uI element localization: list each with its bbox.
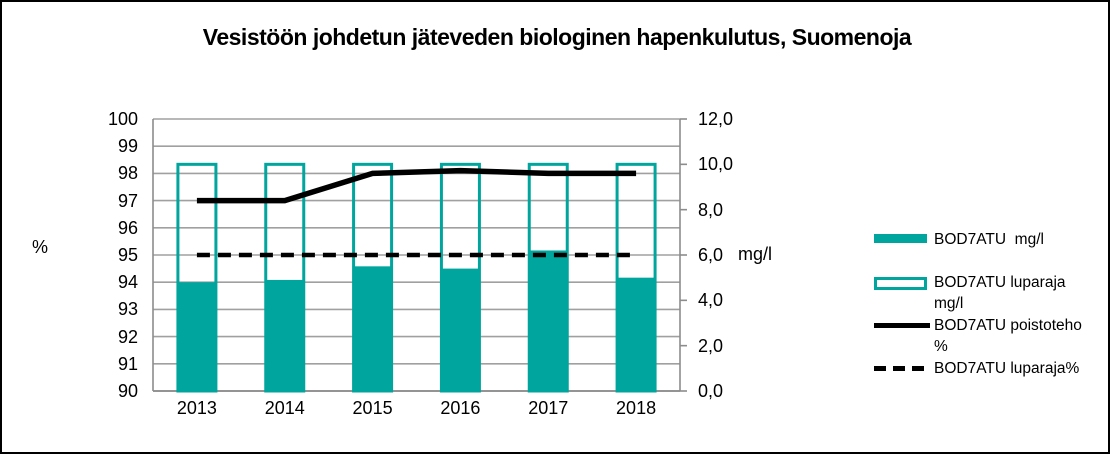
legend-item: BOD7ATU luparaja%: [874, 358, 1099, 379]
legend-item: BOD7ATU mg/l: [874, 229, 1099, 250]
chart-title: Vesistöön johdetun jäteveden biologinen …: [202, 24, 912, 50]
right-axis-tick-label: 12,0: [698, 109, 734, 129]
right-axis-tick-label: 10,0: [698, 154, 734, 175]
legend-swatch-dashed-line: [874, 366, 930, 371]
x-axis-tick-label: 2013: [176, 398, 217, 418]
value-bar: [617, 277, 656, 391]
legend-label: BOD7ATU luparaja%: [934, 360, 1080, 377]
value-bar: [529, 250, 568, 391]
x-axis-tick-label: 2015: [352, 398, 393, 418]
legend-swatch-cell: [874, 315, 934, 328]
x-axis-tick-label: 2014: [264, 398, 305, 418]
left-axis-tick-label: 97: [117, 190, 138, 211]
right-axis-tick-label: 6,0: [698, 245, 724, 265]
left-axis-tick-label: 94: [117, 272, 138, 293]
left-axis-tick-label: 92: [117, 326, 138, 347]
legend-swatch-bar: [874, 234, 927, 243]
legend-swatch-solid-line: [874, 323, 930, 328]
x-axis-tick-label: 2018: [616, 398, 657, 418]
left-axis-tick-label: 98: [117, 163, 138, 184]
left-axis-tick-label: 93: [117, 299, 138, 320]
right-axis-unit-label: mg/l: [738, 244, 773, 264]
left-axis-unit-label: %: [32, 237, 49, 257]
right-axis-tick-label: 0,0: [698, 381, 724, 401]
left-axis-tick-label: 95: [117, 245, 138, 265]
value-bar: [353, 266, 392, 391]
left-axis-tick-label: 99: [117, 136, 138, 157]
value-bar: [177, 282, 216, 391]
legend-item: BOD7ATU poistoteho %: [874, 315, 1099, 357]
legend-swatch-bar-outline: [874, 277, 927, 290]
legend-swatch-cell: [874, 272, 934, 290]
legend-label: BOD7ATU mg/l: [934, 231, 1044, 248]
right-axis-tick-label: 4,0: [698, 290, 724, 311]
left-axis-tick-label: 100: [107, 109, 138, 129]
legend: BOD7ATU mg/l BOD7ATU luparaja mg/l BOD7ATU…: [874, 229, 1099, 380]
legend-swatch-cell: [874, 229, 934, 243]
x-axis-tick-label: 2017: [528, 398, 569, 418]
legend-label: BOD7ATU luparaja mg/l: [934, 274, 1066, 312]
value-bar: [265, 279, 304, 391]
value-bar: [441, 268, 480, 391]
right-axis-tick-label: 8,0: [698, 199, 724, 220]
left-axis-tick-label: 90: [117, 381, 138, 401]
x-axis-tick-label: 2016: [440, 398, 481, 418]
right-axis-tick-label: 2,0: [698, 335, 724, 356]
left-axis-tick-label: 96: [117, 217, 138, 238]
efficiency-line: [196, 167, 637, 204]
legend-label: BOD7ATU poistoteho %: [934, 317, 1082, 355]
left-axis-tick-label: 91: [117, 353, 138, 374]
legend-item: BOD7ATU luparaja mg/l: [874, 272, 1099, 314]
legend-swatch-cell: [874, 358, 934, 371]
